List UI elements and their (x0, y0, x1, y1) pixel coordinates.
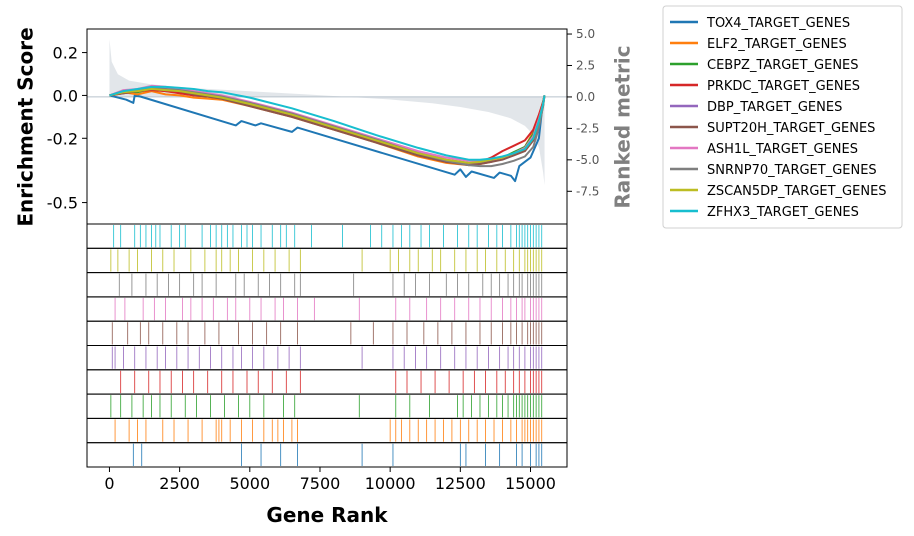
hit-row-ash1l-target-genes (86, 296, 568, 322)
y2-tick-label: -7.5 (576, 184, 599, 198)
x-tick-label: 5000 (229, 474, 270, 493)
hit-row-frame (86, 393, 568, 419)
axes-layer: 0.2 0.0 -0.2 -0.5 5.0 2.5 0.0 -2.5 -5.0 -7.5 0 2500… (47, 27, 600, 493)
hit-row-prkdc-target-genes (86, 369, 568, 395)
hit-row-elf2-target-genes (86, 417, 568, 444)
legend-item: ASH1L_TARGET_GENES (670, 142, 858, 157)
y2-tick-label: 2.5 (576, 58, 595, 72)
legend-label: TOX4_TARGET_GENES (706, 16, 850, 31)
hit-rows-layer (86, 223, 568, 468)
hit-row-zscan5dp-target-genes (86, 247, 568, 274)
y-tick-label: -0.5 (47, 194, 78, 213)
y-tick-label: -0.2 (47, 129, 78, 148)
legend-item: ZSCAN5DP_TARGET_GENES (670, 184, 887, 199)
hit-row-snrnp70-target-genes (86, 272, 568, 298)
y2-tick-label: -2.5 (576, 121, 599, 135)
x-tick-label: 2500 (159, 474, 200, 493)
legend-label: PRKDC_TARGET_GENES (707, 79, 860, 94)
legend-label: ELF2_TARGET_GENES (707, 37, 847, 52)
x-axis-title: Gene Rank (266, 503, 388, 527)
hit-row-frame (86, 320, 568, 347)
legend-item: TOX4_TARGET_GENES (670, 16, 850, 31)
y2-tick-label: 5.0 (576, 27, 595, 41)
hit-row-cebpz-target-genes (86, 393, 568, 419)
series-line-zfhx3-target-genes (109, 85, 546, 161)
hit-row-zfhx3-target-genes (86, 223, 568, 249)
legend-item: CEBPZ_TARGET_GENES (670, 58, 859, 73)
x-tick-label: 15000 (505, 474, 556, 493)
y-tick-label: 0.2 (53, 44, 78, 63)
hit-row-frame (86, 345, 568, 371)
ranked-metric-layer (87, 39, 567, 186)
legend-item: ELF2_TARGET_GENES (670, 37, 847, 52)
hit-row-tox4-target-genes (86, 442, 568, 468)
y2-tick-label: 0.0 (576, 90, 595, 104)
x-tick-label: 7500 (300, 474, 341, 493)
hit-row-supt20h-target-genes (86, 320, 568, 347)
hit-row-dbp-target-genes (86, 345, 568, 371)
x-tick-label: 12500 (435, 474, 486, 493)
legend-label: CEBPZ_TARGET_GENES (707, 58, 859, 73)
legend-item: SUPT20H_TARGET_GENES (670, 121, 875, 136)
legend-label: SNRNP70_TARGET_GENES (707, 163, 877, 178)
legend-label: ASH1L_TARGET_GENES (707, 142, 858, 157)
legend-item: PRKDC_TARGET_GENES (670, 79, 860, 94)
legend-label: DBP_TARGET_GENES (707, 100, 842, 115)
legend-item: SNRNP70_TARGET_GENES (670, 163, 877, 178)
hit-row-frame (86, 369, 568, 395)
y-tick-label: 0.0 (53, 86, 78, 105)
legend: TOX4_TARGET_GENES ELF2_TARGET_GENES CEBPZ_… (662, 5, 903, 229)
legend-item: DBP_TARGET_GENES (670, 100, 842, 115)
y2-axis-title: Ranked metric (611, 45, 635, 208)
series-line-tox4-target-genes (109, 94, 546, 183)
enrichment-lines-layer (109, 84, 546, 183)
hit-row-frame (86, 272, 568, 298)
hit-row-frame (86, 296, 568, 322)
hit-row-frame (86, 223, 568, 249)
hit-row-frame (86, 417, 568, 444)
legend-label: SUPT20H_TARGET_GENES (707, 121, 875, 136)
x-tick-label: 0 (104, 474, 114, 493)
legend-label: ZFHX3_TARGET_GENES (707, 205, 859, 220)
y2-tick-label: -5.0 (576, 153, 599, 167)
legend-label: ZSCAN5DP_TARGET_GENES (707, 184, 887, 199)
legend-frame (662, 5, 903, 229)
x-tick-label: 10000 (365, 474, 416, 493)
y-axis-title: Enrichment Score (14, 27, 38, 226)
hit-row-frame (86, 442, 568, 468)
hit-row-frame (86, 247, 568, 274)
legend-item: ZFHX3_TARGET_GENES (670, 205, 859, 220)
